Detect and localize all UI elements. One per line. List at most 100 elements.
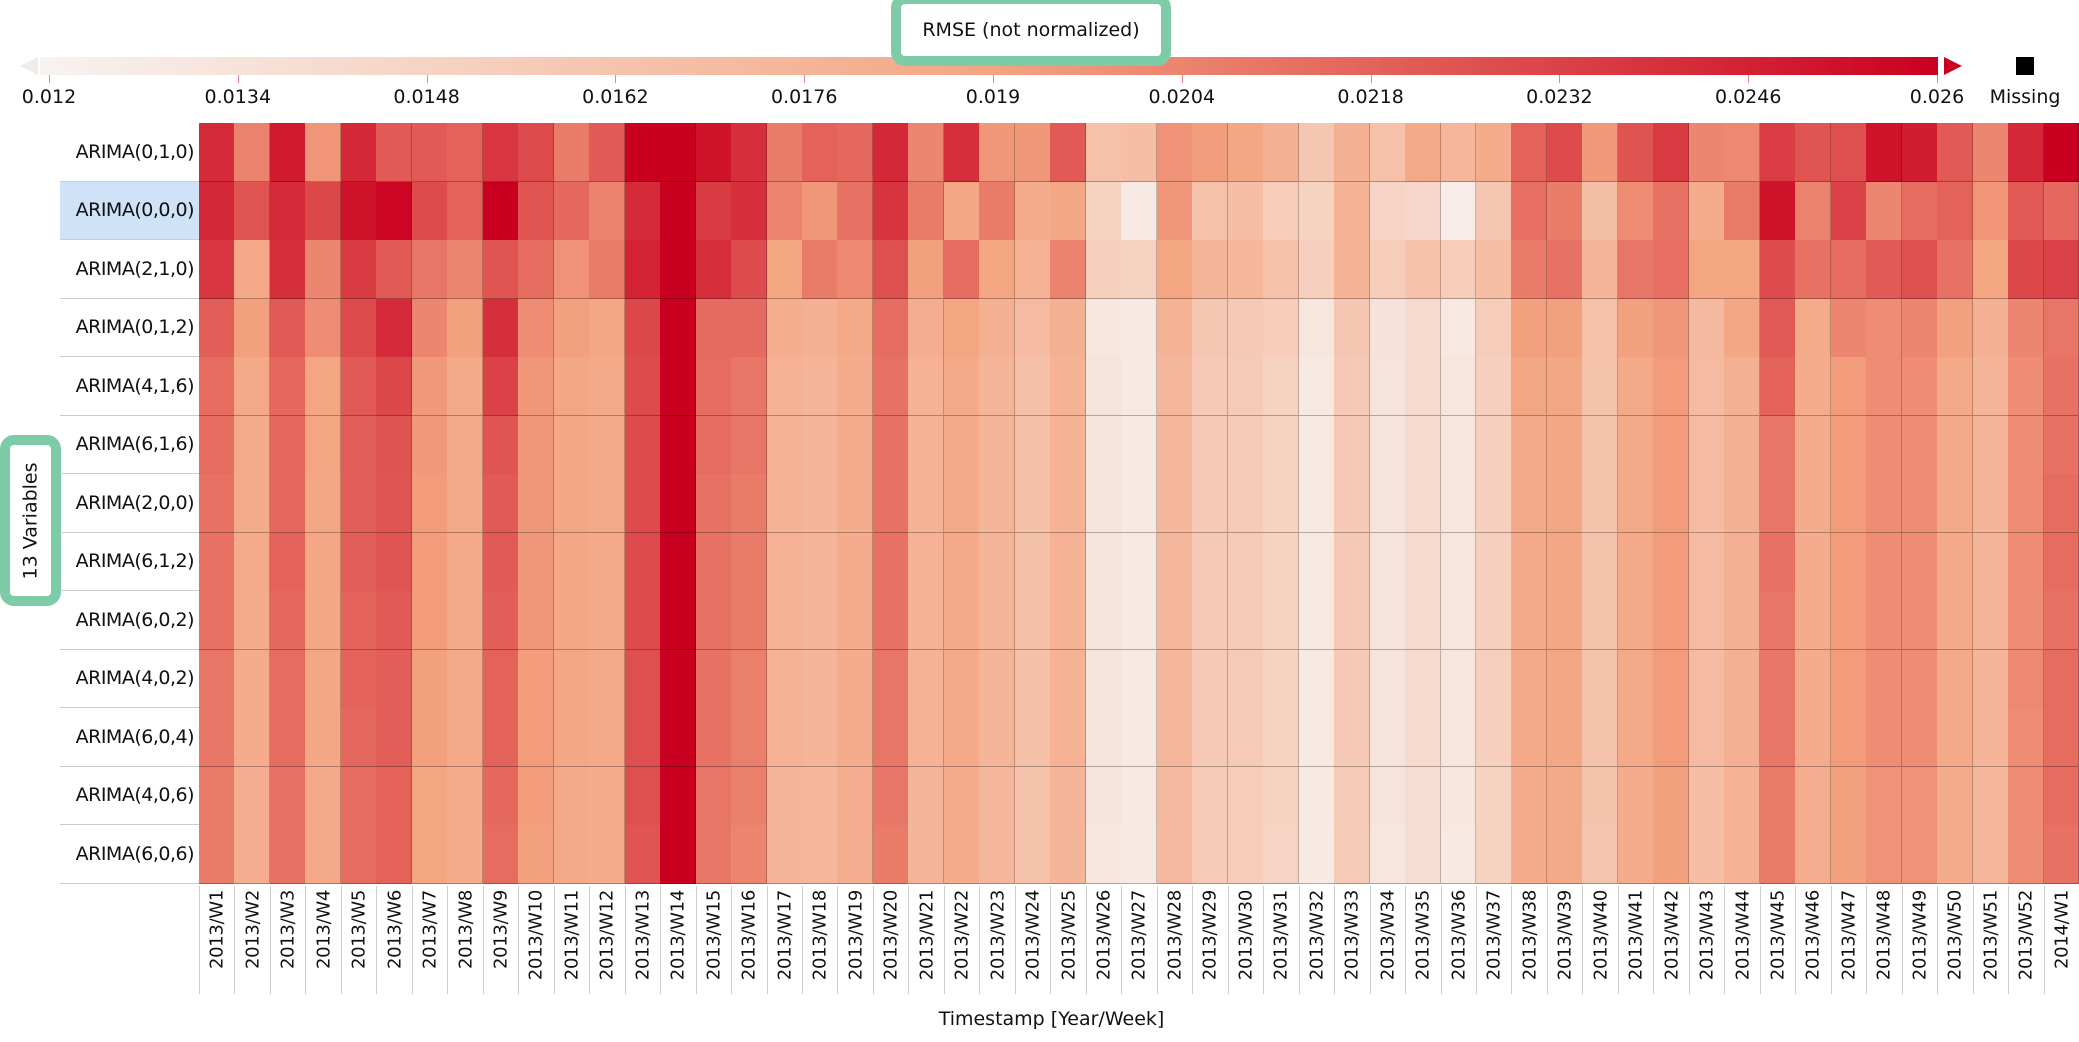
heatmap-cell[interactable] [269,123,306,183]
heatmap-cell[interactable] [979,591,1016,651]
heatmap-cell[interactable] [908,532,945,592]
heatmap-cell[interactable] [1227,181,1264,241]
heatmap-cell[interactable] [2008,649,2045,709]
heatmap-cell[interactable] [979,123,1016,183]
heatmap-cell[interactable] [553,357,590,417]
heatmap-cell[interactable] [1334,415,1371,475]
heatmap-cell[interactable] [1192,532,1229,592]
heatmap-cell[interactable] [269,240,306,300]
heatmap-cell[interactable] [199,181,235,241]
heatmap-cell[interactable] [1085,357,1122,417]
heatmap-cell[interactable] [1901,181,1938,241]
heatmap-cell[interactable] [1972,825,2009,885]
heatmap-cell[interactable] [837,415,874,475]
heatmap-cell[interactable] [1334,123,1371,183]
heatmap-cell[interactable] [376,298,413,358]
heatmap-cell[interactable] [589,766,626,826]
heatmap-cell[interactable] [1688,357,1725,417]
heatmap-cell[interactable] [1866,825,1903,885]
heatmap-cell[interactable] [1795,649,1832,709]
heatmap-cell[interactable] [1582,474,1619,534]
heatmap-cell[interactable] [1298,532,1335,592]
heatmap-cell[interactable] [1759,181,1796,241]
heatmap-cell[interactable] [624,708,661,768]
heatmap-cell[interactable] [199,766,235,826]
heatmap-cell[interactable] [872,591,909,651]
heatmap-cell[interactable] [1405,415,1441,475]
heatmap-cell[interactable] [1830,532,1867,592]
heatmap-cell[interactable] [411,357,448,417]
heatmap-cell[interactable] [2008,298,2045,358]
heatmap-cell[interactable] [1830,415,1867,475]
heatmap-cell[interactable] [518,766,555,826]
heatmap-cell[interactable] [1156,298,1193,358]
heatmap-cell[interactable] [411,240,448,300]
heatmap-cell[interactable] [1405,825,1441,885]
heatmap-cell[interactable] [1014,766,1051,826]
heatmap-cell[interactable] [624,415,661,475]
heatmap-cell[interactable] [1546,766,1583,826]
heatmap-cell[interactable] [1334,181,1371,241]
heatmap-cell[interactable] [660,825,697,885]
heatmap-cell[interactable] [447,591,484,651]
heatmap-cell[interactable] [1724,357,1761,417]
heatmap-cell[interactable] [1475,766,1512,826]
heatmap-cell[interactable] [2008,415,2045,475]
heatmap-cell[interactable] [1972,123,2009,183]
heatmap-cell[interactable] [269,649,306,709]
heatmap-cell[interactable] [1653,123,1690,183]
heatmap-cell[interactable] [943,708,980,768]
heatmap-cell[interactable] [802,474,838,534]
heatmap-cell[interactable] [340,532,377,592]
heatmap-cell[interactable] [269,532,306,592]
heatmap-cell[interactable] [1546,474,1583,534]
heatmap-cell[interactable] [1369,766,1406,826]
heatmap-grid[interactable] [199,123,2079,885]
heatmap-cell[interactable] [1156,240,1193,300]
heatmap-cell[interactable] [1759,415,1796,475]
heatmap-cell[interactable] [1866,240,1903,300]
heatmap-cell[interactable] [553,825,590,885]
heatmap-cell[interactable] [1227,591,1264,651]
heatmap-cell[interactable] [872,181,909,241]
heatmap-cell[interactable] [1653,591,1690,651]
heatmap-cell[interactable] [1440,298,1477,358]
heatmap-cell[interactable] [624,123,661,183]
heatmap-cell[interactable] [518,298,555,358]
heatmap-cell[interactable] [2008,766,2045,826]
heatmap-cell[interactable] [1156,123,1193,183]
heatmap-cell[interactable] [1334,357,1371,417]
heatmap-cell[interactable] [2043,181,2079,241]
heatmap-cell[interactable] [660,766,697,826]
heatmap-cell[interactable] [1688,708,1725,768]
heatmap-cell[interactable] [1653,766,1690,826]
heatmap-cell[interactable] [1724,240,1761,300]
heatmap-cell[interactable] [1369,474,1406,534]
heatmap-cell[interactable] [624,591,661,651]
heatmap-cell[interactable] [589,357,626,417]
heatmap-cell[interactable] [411,708,448,768]
heatmap-cell[interactable] [1050,298,1087,358]
heatmap-cell[interactable] [1724,649,1761,709]
heatmap-cell[interactable] [234,649,271,709]
heatmap-cell[interactable] [518,181,555,241]
heatmap-cell[interactable] [376,415,413,475]
heatmap-cell[interactable] [1263,298,1300,358]
heatmap-cell[interactable] [2043,474,2079,534]
heatmap-cell[interactable] [1405,240,1441,300]
heatmap-cell[interactable] [1582,123,1619,183]
heatmap-cell[interactable] [447,474,484,534]
heatmap-cell[interactable] [1617,649,1654,709]
heatmap-cell[interactable] [1724,474,1761,534]
heatmap-cell[interactable] [1759,649,1796,709]
heatmap-cell[interactable] [1475,181,1512,241]
heatmap-cell[interactable] [1475,357,1512,417]
heatmap-cell[interactable] [518,649,555,709]
heatmap-cell[interactable] [1475,825,1512,885]
heatmap-cell[interactable] [340,357,377,417]
heatmap-cell[interactable] [1759,123,1796,183]
heatmap-cell[interactable] [1511,123,1548,183]
heatmap-cell[interactable] [2043,766,2079,826]
heatmap-cell[interactable] [1156,357,1193,417]
heatmap-cell[interactable] [1263,123,1300,183]
